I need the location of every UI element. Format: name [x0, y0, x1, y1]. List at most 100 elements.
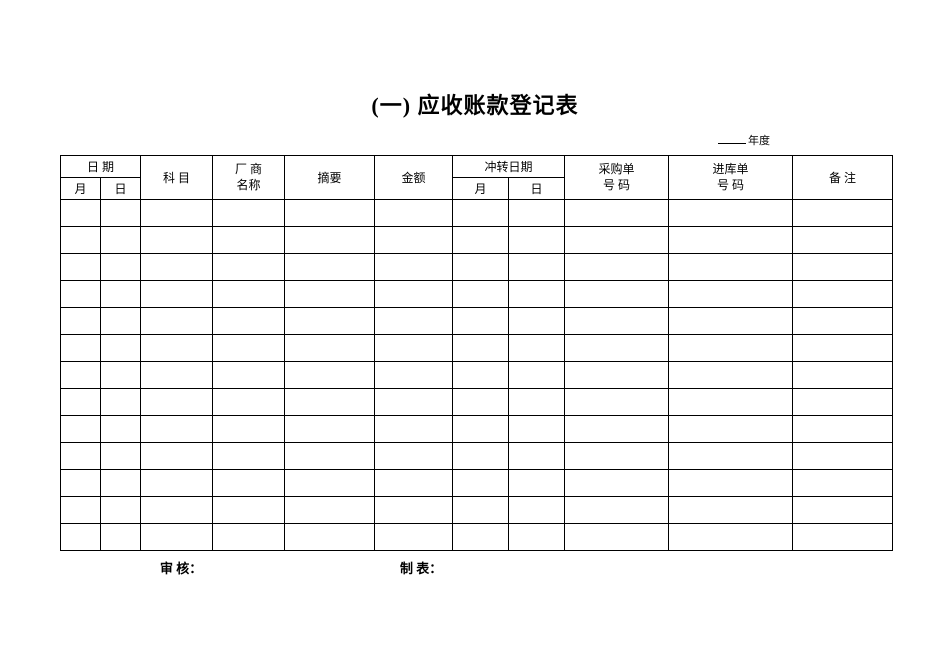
header-purchase-line1: 采购单 — [565, 162, 668, 178]
year-label: 年度 — [718, 132, 770, 148]
table-cell — [669, 254, 793, 281]
table-cell — [793, 200, 893, 227]
table-cell — [453, 443, 509, 470]
table-cell — [141, 497, 213, 524]
table-cell — [141, 200, 213, 227]
table-cell — [213, 335, 285, 362]
table-cell — [213, 524, 285, 551]
table-cell — [285, 200, 375, 227]
header-vendor: 厂 商 名称 — [213, 156, 285, 200]
table-cell — [141, 362, 213, 389]
table-row — [61, 362, 893, 389]
table-cell — [101, 200, 141, 227]
table-cell — [375, 200, 453, 227]
table-cell — [565, 200, 669, 227]
table-cell — [213, 443, 285, 470]
table-cell — [141, 470, 213, 497]
header-purchase: 采购单 号 码 — [565, 156, 669, 200]
header-stockin-line1: 进库单 — [669, 162, 792, 178]
table-cell — [509, 200, 565, 227]
table-cell — [375, 335, 453, 362]
table-cell — [375, 389, 453, 416]
table-cell — [793, 227, 893, 254]
table-cell — [793, 497, 893, 524]
table-cell — [565, 362, 669, 389]
table-cell — [101, 254, 141, 281]
table-cell — [285, 443, 375, 470]
table-cell — [669, 524, 793, 551]
table-cell — [793, 362, 893, 389]
table-cell — [101, 443, 141, 470]
table-cell — [509, 227, 565, 254]
table-cell — [565, 335, 669, 362]
table-cell — [669, 281, 793, 308]
table-cell — [141, 227, 213, 254]
table-cell — [285, 497, 375, 524]
table-cell — [141, 254, 213, 281]
table-cell — [509, 443, 565, 470]
header-date-group: 日 期 — [61, 156, 141, 178]
table-cell — [213, 416, 285, 443]
table-cell — [101, 470, 141, 497]
header-reverse-day: 日 — [509, 178, 565, 200]
table-cell — [669, 416, 793, 443]
table-cell — [669, 308, 793, 335]
table-cell — [285, 335, 375, 362]
table-cell — [793, 335, 893, 362]
table-cell — [453, 281, 509, 308]
table-cell — [509, 335, 565, 362]
table-cell — [61, 416, 101, 443]
table-cell — [101, 389, 141, 416]
header-purchase-line2: 号 码 — [565, 178, 668, 194]
header-month: 月 — [61, 178, 101, 200]
table-cell — [375, 227, 453, 254]
header-reverse-date-group: 冲转日期 — [453, 156, 565, 178]
header-reverse-month: 月 — [453, 178, 509, 200]
header-day: 日 — [101, 178, 141, 200]
table-cell — [375, 497, 453, 524]
table-cell — [669, 362, 793, 389]
table-cell — [213, 200, 285, 227]
table-cell — [375, 254, 453, 281]
table-cell — [453, 362, 509, 389]
table-cell — [101, 281, 141, 308]
table-cell — [375, 281, 453, 308]
header-vendor-line1: 厂 商 — [213, 162, 284, 178]
table-cell — [101, 497, 141, 524]
table-body — [61, 200, 893, 551]
table-cell — [793, 254, 893, 281]
table-cell — [375, 416, 453, 443]
table-cell — [141, 308, 213, 335]
table-cell — [669, 335, 793, 362]
table-row — [61, 335, 893, 362]
table-cell — [141, 443, 213, 470]
table-cell — [509, 254, 565, 281]
table-cell — [565, 389, 669, 416]
table-cell — [213, 281, 285, 308]
table-cell — [669, 497, 793, 524]
table-cell — [565, 497, 669, 524]
table-cell — [669, 443, 793, 470]
table-cell — [509, 308, 565, 335]
table-row — [61, 443, 893, 470]
table-cell — [101, 524, 141, 551]
table-row — [61, 308, 893, 335]
table-cell — [793, 524, 893, 551]
table-cell — [61, 200, 101, 227]
table-cell — [509, 416, 565, 443]
page-title: (一) 应收账款登记表 — [0, 0, 950, 120]
table-cell — [141, 524, 213, 551]
table-cell — [565, 281, 669, 308]
table-cell — [509, 362, 565, 389]
table-cell — [61, 389, 101, 416]
table-cell — [793, 281, 893, 308]
table-cell — [669, 227, 793, 254]
table-cell — [213, 497, 285, 524]
table-cell — [285, 281, 375, 308]
table-cell — [101, 227, 141, 254]
table-cell — [793, 416, 893, 443]
table-cell — [61, 524, 101, 551]
table-cell — [285, 227, 375, 254]
table-cell — [453, 200, 509, 227]
table-cell — [669, 389, 793, 416]
